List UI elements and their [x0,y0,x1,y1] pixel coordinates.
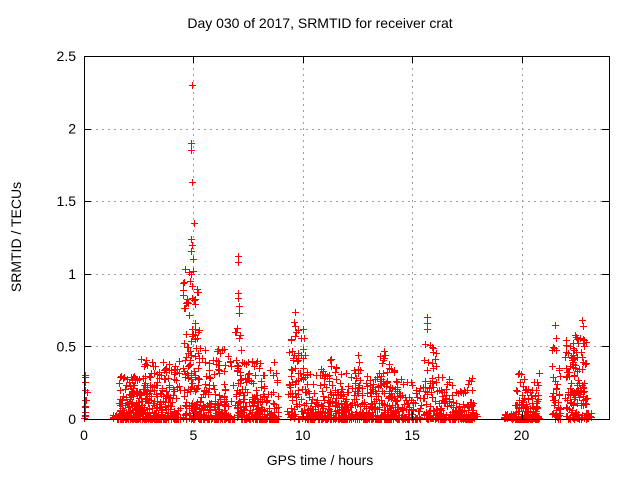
y-tick-label: 1.5 [57,193,77,209]
y-tick-label: 1 [68,266,76,282]
y-tick-label: 0.5 [57,338,77,354]
x-tick-label: 5 [189,427,197,443]
y-tick-label: 0 [68,411,76,427]
x-tick-label: 15 [404,427,420,443]
tick-marks [84,56,609,420]
plot-border [84,56,610,420]
x-tick-label: 10 [295,427,311,443]
data-points [81,82,595,423]
y-tick-label: 2 [68,121,76,137]
y-tick-label: 2.5 [57,48,77,64]
x-tick-label: 20 [514,427,530,443]
y-axis-label-text: SRMTID / TECUs [8,181,24,293]
x-tick-label: 0 [80,427,88,443]
x-axis-label: GPS time / hours [266,452,374,468]
chart-title: Day 030 of 2017, SRMTID for receiver cra… [187,15,453,31]
